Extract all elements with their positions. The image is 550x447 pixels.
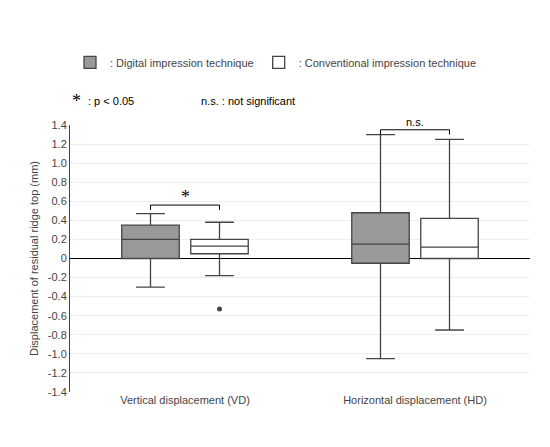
svg-text:Displacement of residual ridge: Displacement of residual ridge top (mm) [28,161,40,356]
svg-text:1.2: 1.2 [52,138,67,150]
svg-text:0: 0 [61,252,67,264]
svg-text:1.0: 1.0 [52,157,67,169]
svg-text:Horizontal displacement (HD): Horizontal displacement (HD) [343,394,487,406]
svg-text:-0.8: -0.8 [48,329,67,341]
svg-text:: Digital impression technique: : Digital impression technique [110,57,254,69]
svg-text:-0.6: -0.6 [48,310,67,322]
svg-text:*: * [181,187,190,207]
svg-text:0.4: 0.4 [52,214,67,226]
svg-text:0.6: 0.6 [52,195,67,207]
svg-text:-0.4: -0.4 [48,290,67,302]
svg-text:-1.0: -1.0 [48,348,67,360]
svg-text:-1.4: -1.4 [48,386,67,398]
svg-text:: p < 0.05: : p < 0.05 [88,95,134,107]
svg-text:-0.2: -0.2 [48,271,67,283]
svg-text:n.s.: n.s. [406,116,424,128]
svg-text:*: * [72,91,81,111]
svg-text:0.8: 0.8 [52,176,67,188]
svg-text:0.2: 0.2 [52,233,67,245]
svg-text:n.s. : not significant: n.s. : not significant [201,95,295,107]
svg-text:-1.2: -1.2 [48,367,67,379]
svg-text:1.4: 1.4 [52,119,67,131]
svg-text:: Conventional impression tech: : Conventional impression technique [299,57,476,69]
svg-text:Vertical displacement (VD): Vertical displacement (VD) [120,394,250,406]
